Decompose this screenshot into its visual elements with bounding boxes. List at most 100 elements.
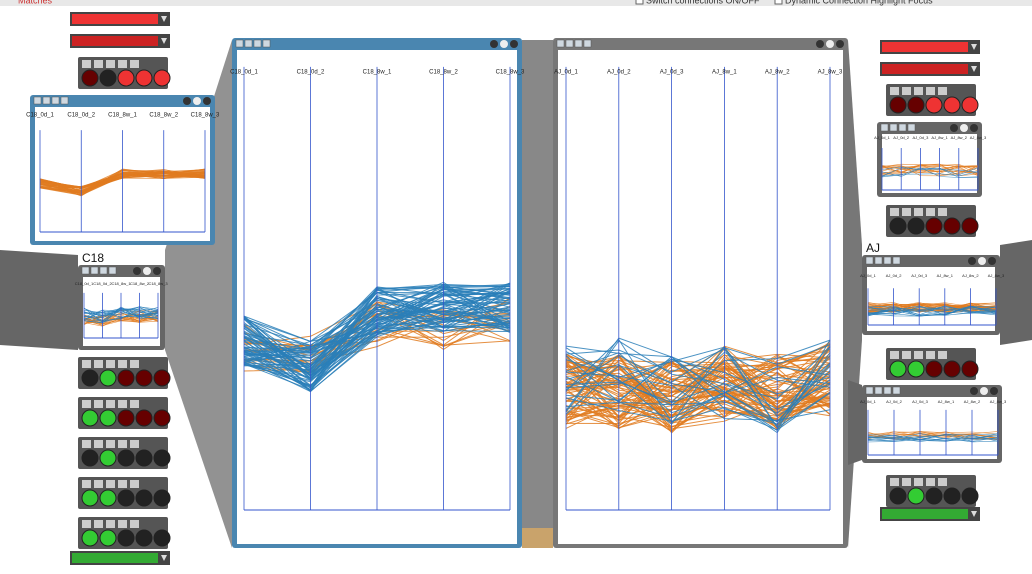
checkbox[interactable] [774, 0, 783, 5]
widget-icon[interactable] [938, 208, 947, 216]
window-button[interactable] [970, 124, 978, 132]
window-button[interactable] [988, 257, 996, 265]
widget-icon[interactable] [106, 400, 115, 408]
widget-icon[interactable] [118, 60, 127, 68]
window-button[interactable] [143, 267, 151, 275]
hex-toggle[interactable] [961, 360, 979, 378]
window-button[interactable] [990, 387, 998, 395]
hex-toggle[interactable] [99, 409, 117, 427]
hex-toggle[interactable] [81, 369, 99, 387]
hex-toggle[interactable] [907, 217, 925, 235]
widget-icon[interactable] [82, 440, 91, 448]
toolbar-icon[interactable] [574, 39, 583, 48]
hex-toggle[interactable] [925, 217, 943, 235]
window-button[interactable] [826, 40, 834, 48]
window-button[interactable] [203, 97, 211, 105]
widget-icon[interactable] [902, 351, 911, 359]
widget-icon[interactable] [926, 478, 935, 486]
toolbar-icon[interactable] [880, 123, 889, 132]
dropdown[interactable] [971, 511, 977, 517]
window-button[interactable] [193, 97, 201, 105]
widget-icon[interactable] [118, 520, 127, 528]
hex-toggle[interactable] [925, 487, 943, 505]
widget-icon[interactable] [94, 520, 103, 528]
widget-icon[interactable] [106, 360, 115, 368]
app-label[interactable]: Matches [18, 0, 53, 5]
hex-toggle[interactable] [907, 96, 925, 114]
toolbar-icon[interactable] [33, 96, 42, 105]
toolbar-icon[interactable] [262, 39, 271, 48]
widget-icon[interactable] [130, 480, 139, 488]
hex-toggle[interactable] [961, 217, 979, 235]
hex-toggle[interactable] [153, 529, 171, 547]
hex-toggle[interactable] [81, 69, 99, 87]
toolbar-icon[interactable] [892, 386, 901, 395]
window-button[interactable] [816, 40, 824, 48]
toolbar-icon[interactable] [253, 39, 262, 48]
hex-toggle[interactable] [943, 96, 961, 114]
hex-toggle[interactable] [117, 449, 135, 467]
range-fill[interactable] [72, 14, 158, 24]
widget-icon[interactable] [926, 87, 935, 95]
range-fill[interactable] [882, 64, 968, 74]
toolbar-icon[interactable] [99, 266, 108, 275]
widget-icon[interactable] [914, 478, 923, 486]
window-button[interactable] [836, 40, 844, 48]
range-fill[interactable] [72, 553, 158, 563]
hex-toggle[interactable] [117, 409, 135, 427]
toolbar-icon[interactable] [865, 386, 874, 395]
widget-icon[interactable] [130, 400, 139, 408]
dropdown[interactable] [971, 44, 977, 50]
hex-toggle[interactable] [81, 449, 99, 467]
range-fill[interactable] [882, 42, 968, 52]
window-button[interactable] [183, 97, 191, 105]
toolbar-icon[interactable] [235, 39, 244, 48]
hex-toggle[interactable] [135, 489, 153, 507]
hex-toggle[interactable] [117, 69, 135, 87]
toolbar-icon[interactable] [874, 256, 883, 265]
hex-toggle[interactable] [925, 360, 943, 378]
widget-icon[interactable] [106, 440, 115, 448]
window-button[interactable] [490, 40, 498, 48]
hex-toggle[interactable] [153, 409, 171, 427]
widget-icon[interactable] [926, 351, 935, 359]
widget-icon[interactable] [94, 360, 103, 368]
toolbar-icon[interactable] [883, 386, 892, 395]
widget-icon[interactable] [94, 480, 103, 488]
window-button[interactable] [133, 267, 141, 275]
hex-toggle[interactable] [135, 409, 153, 427]
toolbar-icon[interactable] [865, 256, 874, 265]
widget-icon[interactable] [902, 208, 911, 216]
hex-toggle[interactable] [99, 369, 117, 387]
hex-toggle[interactable] [135, 449, 153, 467]
hex-toggle[interactable] [135, 369, 153, 387]
window-button[interactable] [950, 124, 958, 132]
toolbar-icon[interactable] [889, 123, 898, 132]
widget-icon[interactable] [130, 520, 139, 528]
widget-icon[interactable] [914, 351, 923, 359]
window-button[interactable] [978, 257, 986, 265]
widget-icon[interactable] [106, 60, 115, 68]
widget-icon[interactable] [82, 480, 91, 488]
toolbar-icon[interactable] [60, 96, 69, 105]
widget-icon[interactable] [938, 351, 947, 359]
widget-icon[interactable] [938, 87, 947, 95]
hex-toggle[interactable] [81, 409, 99, 427]
widget-icon[interactable] [130, 60, 139, 68]
dropdown[interactable] [161, 555, 167, 561]
hex-toggle[interactable] [153, 69, 171, 87]
widget-icon[interactable] [118, 440, 127, 448]
toolbar-icon[interactable] [583, 39, 592, 48]
toolbar-icon[interactable] [892, 256, 901, 265]
toolbar-icon[interactable] [81, 266, 90, 275]
hex-toggle[interactable] [907, 487, 925, 505]
hex-toggle[interactable] [889, 360, 907, 378]
toolbar-icon[interactable] [565, 39, 574, 48]
widget-icon[interactable] [118, 400, 127, 408]
window-button[interactable] [153, 267, 161, 275]
window-button[interactable] [960, 124, 968, 132]
widget-icon[interactable] [902, 87, 911, 95]
hex-toggle[interactable] [81, 489, 99, 507]
hex-toggle[interactable] [961, 96, 979, 114]
toolbar-icon[interactable] [108, 266, 117, 275]
